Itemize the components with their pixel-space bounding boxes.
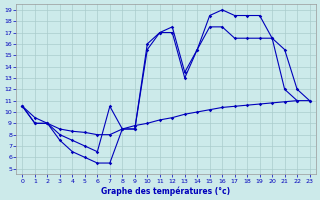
X-axis label: Graphe des températures (°c): Graphe des températures (°c) xyxy=(101,186,231,196)
